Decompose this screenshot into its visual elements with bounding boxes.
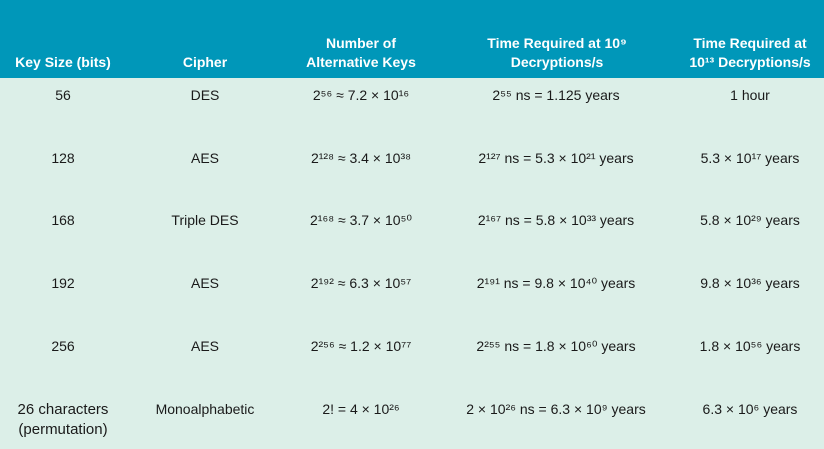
- cipher-cell: Triple DES: [171, 212, 239, 228]
- cipher-cell: DES: [190, 87, 220, 103]
- key-size-cell: 256: [51, 338, 75, 354]
- key-size-cell: 192: [51, 275, 75, 291]
- cipher-cell: AES: [190, 338, 220, 354]
- time-10-9-cell: 2¹²⁷ ns = 5.3 × 10²¹ years: [478, 150, 634, 166]
- header-time-10-9-line2: Decryptions/s: [510, 54, 604, 70]
- time-10-13-cell: 6.3 × 10⁶ years: [702, 401, 798, 417]
- header-time-10-9-line1: Time Required at 10⁹: [487, 35, 627, 51]
- header-time-10-13-line1: Time Required at: [693, 35, 807, 51]
- time-10-9-cell: 2¹⁹¹ ns = 9.8 × 10⁴⁰ years: [476, 275, 636, 291]
- time-10-9-cell: 2⁵⁵ ns = 1.125 years: [492, 87, 620, 103]
- alternative-keys-cell: 2¹⁶⁸ ≈ 3.7 × 10⁵⁰: [310, 212, 412, 228]
- time-10-9-cell: 2¹⁶⁷ ns = 5.8 × 10³³ years: [477, 212, 635, 228]
- header-key-size-line2: Key Size (bits): [15, 54, 111, 70]
- header-cipher: Cipher: [126, 0, 284, 78]
- time-10-9-cell: 2²⁵⁵ ns = 1.8 × 10⁶⁰ years: [476, 338, 636, 354]
- header-alternative-keys-line2: Alternative Keys: [306, 54, 416, 70]
- header-time-10-13-line2: 10¹³ Decryptions/s: [689, 54, 811, 70]
- table-header: Key Size (bits) Cipher Number of Alterna…: [0, 0, 824, 78]
- key-size-cell: 168: [51, 212, 75, 228]
- alternative-keys-cell: 2¹²⁸ ≈ 3.4 × 10³⁸: [310, 150, 412, 166]
- header-cipher-line2: Cipher: [182, 54, 228, 70]
- cipher-cell: AES: [190, 150, 220, 166]
- header-key-size: Key Size (bits): [0, 0, 126, 78]
- time-10-13-cell: 1.8 × 10⁵⁶ years: [699, 338, 801, 354]
- alternative-keys-cell: 2²⁵⁶ ≈ 1.2 × 10⁷⁷: [310, 338, 412, 354]
- key-size-cell: 128: [51, 150, 75, 166]
- header-time-10-9: Time Required at 10⁹ Decryptions/s: [438, 0, 676, 78]
- time-10-13-cell: 5.3 × 10¹⁷ years: [700, 150, 800, 166]
- cipher-cell: Monoalphabetic: [155, 401, 255, 417]
- time-10-13-cell: 9.8 × 10³⁶ years: [700, 275, 800, 291]
- header-time-10-13: Time Required at 10¹³ Decryptions/s: [676, 0, 824, 78]
- time-10-9-cell: 2 × 10²⁶ ns = 6.3 × 10⁹ years: [466, 401, 646, 417]
- alternative-keys-cell: 2! = 4 × 10²⁶: [322, 401, 400, 417]
- header-alternative-keys: Number of Alternative Keys: [284, 0, 438, 78]
- key-size-cell: 26 characters (permutation): [17, 401, 109, 438]
- alternative-keys-cell: 2¹⁹² ≈ 6.3 × 10⁵⁷: [310, 275, 412, 291]
- key-size-cell: 56: [55, 87, 71, 103]
- time-10-13-cell: 1 hour: [730, 87, 770, 103]
- cipher-cell: AES: [190, 275, 220, 291]
- header-alternative-keys-line1: Number of: [326, 35, 396, 51]
- time-10-13-cell: 5.8 × 10²⁹ years: [700, 212, 800, 228]
- alternative-keys-cell: 2⁵⁶ ≈ 7.2 × 10¹⁶: [312, 87, 410, 103]
